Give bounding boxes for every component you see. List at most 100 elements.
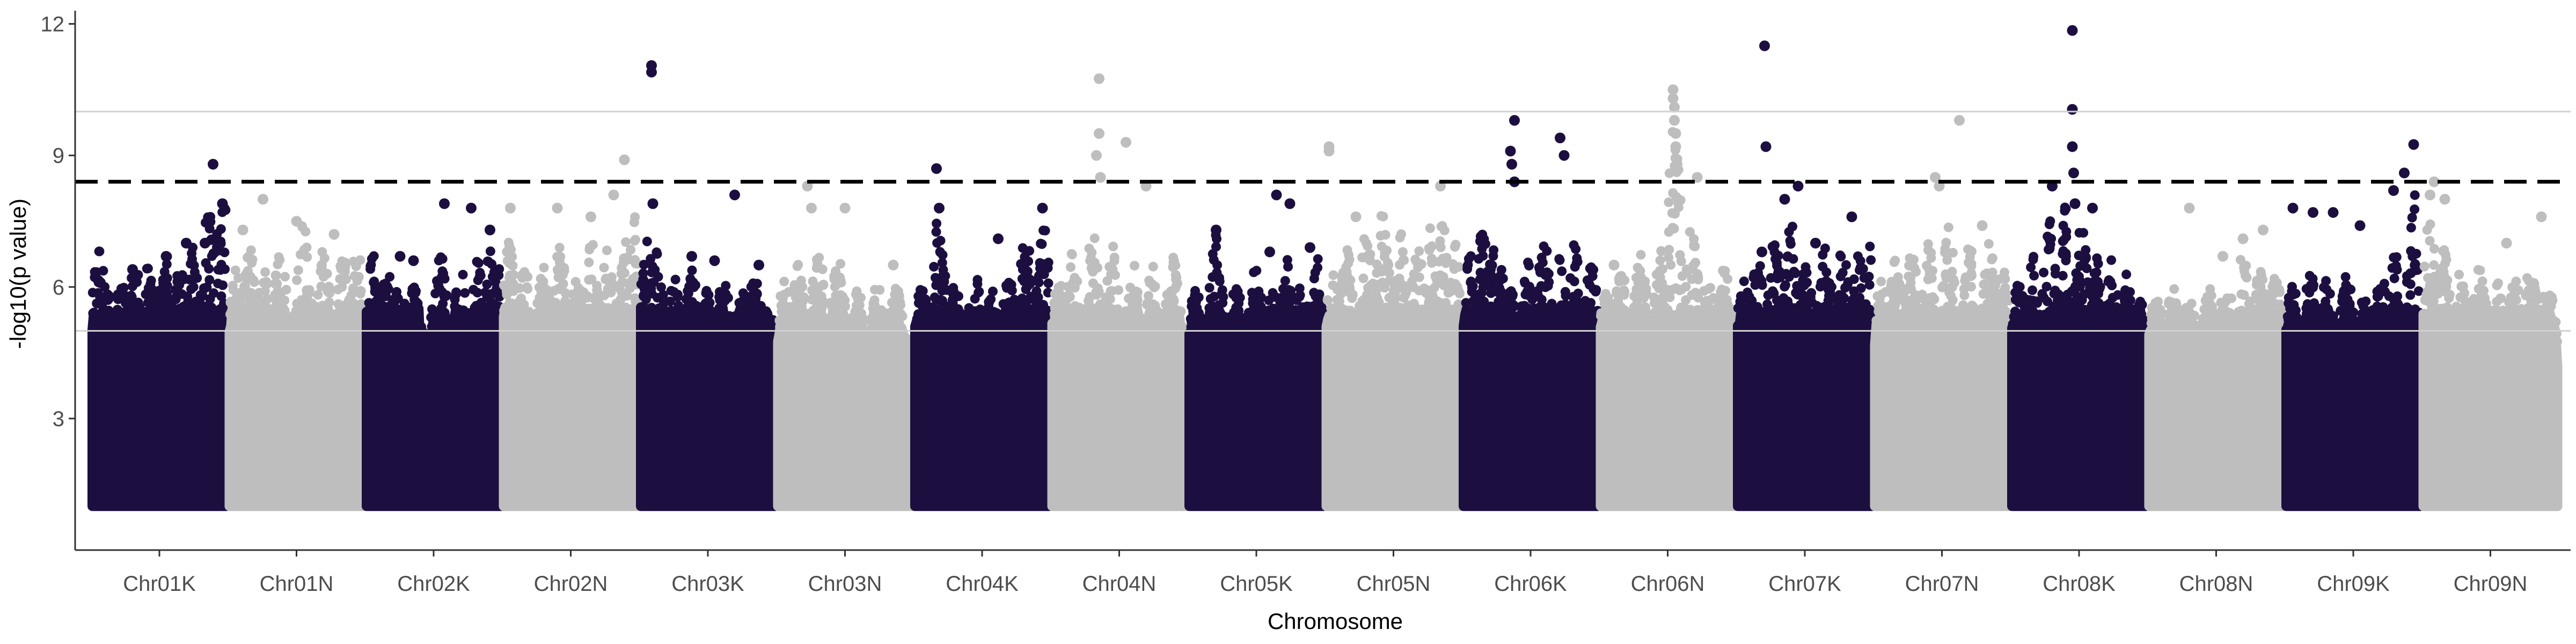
snp-point <box>1265 305 1276 315</box>
snp-point <box>244 297 254 307</box>
snp-point <box>260 267 270 277</box>
snp-point <box>636 349 646 359</box>
snp-point <box>988 287 998 296</box>
snp-point <box>448 324 458 334</box>
snp-point <box>1057 334 1067 344</box>
snp-point <box>1171 281 1181 291</box>
snp-point <box>388 352 398 362</box>
snp-point <box>774 316 785 326</box>
snp-point <box>736 310 746 320</box>
snp-point <box>1234 312 1245 323</box>
snp-point <box>1190 316 1200 326</box>
snp-point <box>254 288 265 298</box>
snp-point <box>1276 320 1286 330</box>
snp-point <box>116 283 126 294</box>
snp-point <box>532 308 542 318</box>
snp-point-outlier <box>619 154 630 165</box>
snp-point <box>380 279 391 289</box>
snp-point <box>393 330 403 340</box>
snp-point <box>313 347 324 357</box>
snp-point <box>1094 287 1104 297</box>
snp-point <box>430 333 441 343</box>
snp-point <box>418 352 428 362</box>
snp-point <box>485 246 495 257</box>
snp-point-outlier <box>586 211 596 222</box>
snp-point <box>671 307 681 317</box>
chromosome-Chr02N <box>499 154 643 511</box>
snp-point <box>1188 324 1198 334</box>
snp-point <box>997 327 1007 338</box>
snp-point <box>932 218 942 229</box>
snp-point <box>893 294 903 304</box>
snp-point <box>1033 274 1043 284</box>
snp-point <box>246 312 257 323</box>
snp-point <box>1085 292 1095 302</box>
snp-point <box>1172 273 1182 283</box>
snp-point <box>796 275 806 286</box>
snp-point <box>536 287 546 297</box>
snp-point <box>364 298 374 308</box>
snp-point <box>838 291 848 302</box>
snp-point <box>472 257 482 267</box>
snp-point-outlier <box>258 194 268 205</box>
snp-point <box>414 309 424 319</box>
snp-point <box>306 315 317 325</box>
snp-point <box>544 292 554 302</box>
snp-point <box>1217 289 1227 299</box>
snp-point <box>483 257 493 267</box>
snp-point <box>432 276 442 286</box>
snp-point-outlier <box>208 159 218 170</box>
snp-point <box>1298 352 1308 362</box>
snp-point <box>793 289 803 299</box>
snp-point <box>1148 281 1158 290</box>
snp-point <box>533 340 543 350</box>
snp-point <box>233 324 243 334</box>
snp-point <box>1235 292 1245 303</box>
snp-point <box>582 291 592 301</box>
snp-point <box>355 255 365 265</box>
snp-point <box>193 318 203 328</box>
snp-point <box>441 291 451 301</box>
snp-point <box>187 254 197 264</box>
snp-point <box>246 245 256 255</box>
snp-point-outlier <box>103 290 114 302</box>
snp-point <box>1020 262 1029 272</box>
snp-point-outlier <box>485 224 495 236</box>
snp-point-outlier <box>729 189 740 201</box>
snp-point <box>389 312 399 323</box>
snp-point <box>1234 324 1244 334</box>
snp-point <box>283 320 294 330</box>
snp-point <box>938 270 948 280</box>
snp-point <box>607 352 617 362</box>
snp-point <box>438 298 448 309</box>
snp-point <box>964 309 975 319</box>
snp-point <box>676 339 685 349</box>
snp-point <box>1308 314 1319 325</box>
snp-point <box>532 298 543 308</box>
snp-point <box>1269 338 1278 348</box>
snp-point <box>853 345 863 355</box>
snp-point <box>731 351 741 361</box>
snp-point <box>953 328 963 338</box>
snp-point <box>292 298 302 309</box>
snp-point <box>208 349 218 359</box>
snp-point <box>126 290 136 301</box>
snp-point <box>626 245 636 255</box>
snp-point <box>712 324 722 334</box>
snp-point-outlier <box>1095 172 1106 183</box>
snp-point <box>800 344 810 354</box>
snp-point <box>623 343 633 353</box>
snp-point <box>551 298 561 308</box>
snp-point <box>192 339 202 349</box>
snp-point <box>789 327 799 338</box>
snp-point <box>647 267 657 277</box>
snp-point <box>1082 305 1093 315</box>
snp-point <box>1048 342 1058 352</box>
snp-point <box>825 352 836 362</box>
snp-point <box>606 287 616 297</box>
snp-point <box>1204 283 1214 293</box>
snp-point <box>112 347 122 357</box>
snp-point <box>1309 274 1319 283</box>
snp-point <box>174 338 185 348</box>
snp-point <box>877 352 887 361</box>
